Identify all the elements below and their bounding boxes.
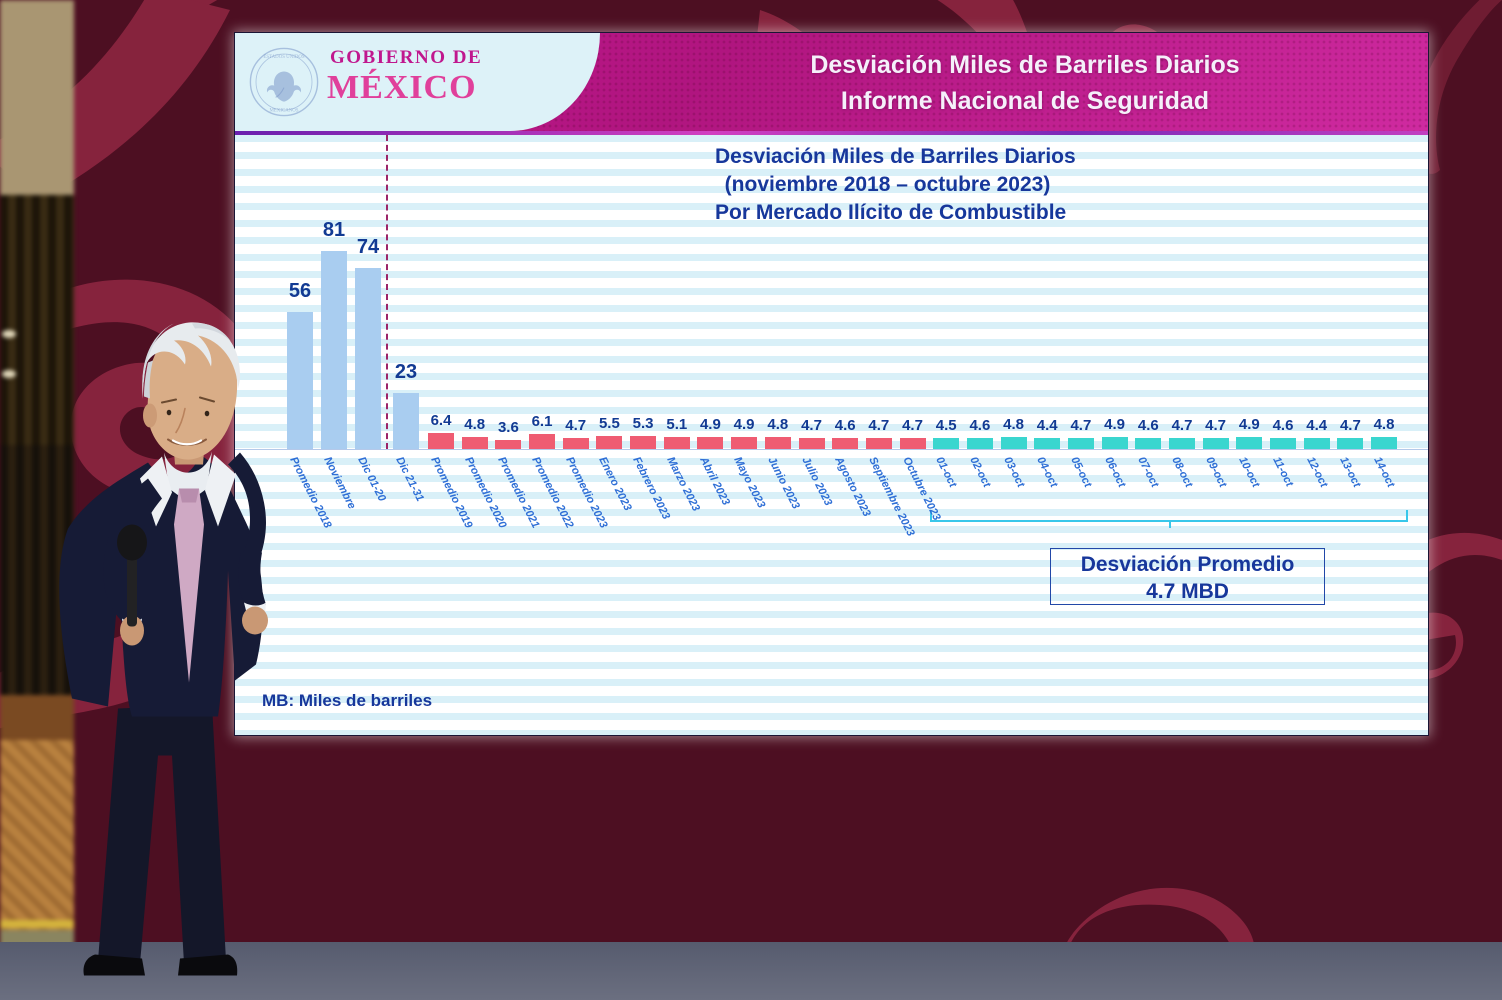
svg-text:MEXICANOS: MEXICANOS	[269, 108, 298, 113]
svg-text:ESTADOS UNIDOS: ESTADOS UNIDOS	[263, 55, 305, 60]
